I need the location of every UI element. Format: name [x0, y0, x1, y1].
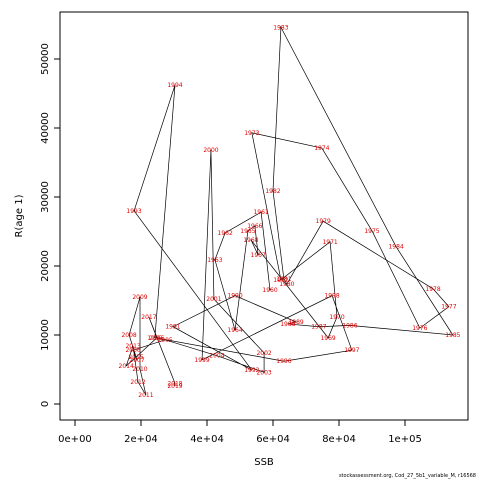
year-label: 1982 [265, 188, 280, 195]
year-label: 1979 [316, 218, 331, 225]
year-label: 1988 [280, 321, 295, 328]
year-label: 1980 [279, 281, 294, 288]
year-label: 2007 [129, 357, 144, 364]
y-tick-label: 50000 [40, 43, 51, 75]
year-label: 2019 [167, 383, 182, 390]
year-label: 1987 [311, 324, 326, 331]
year-label: 2006 [125, 347, 140, 354]
x-axis-label: SSB [254, 457, 274, 468]
year-label: 1986 [342, 322, 357, 329]
year-label: 2008 [121, 332, 136, 339]
year-label: 2016 [149, 335, 164, 342]
year-label: 1998 [324, 293, 339, 300]
year-label: 2000 [203, 147, 218, 154]
stock-recruit-line [125, 25, 454, 396]
year-label: 1997 [344, 347, 359, 354]
year-label: 2015 [128, 354, 143, 361]
year-label: 2011 [138, 392, 153, 399]
year-label: 1976 [412, 325, 427, 332]
year-label: 1972 [273, 277, 288, 284]
year-label: 1991 [165, 324, 180, 331]
year-label: 2004 [209, 353, 224, 360]
year-label: 2002 [256, 350, 271, 357]
year-label: 1978 [425, 286, 440, 293]
year-label: 1961 [253, 209, 268, 216]
year-label: 2017 [141, 314, 156, 321]
x-tick-label: 8e+04 [322, 434, 356, 445]
year-label: 1984 [388, 244, 403, 251]
footnote: stockassessment.org, Cod_27_5b1_variable… [339, 473, 476, 479]
year-label: 2018 [167, 380, 182, 387]
year-label: 2012 [130, 379, 145, 386]
year-label: 1993 [126, 208, 141, 215]
year-label: 2005 [157, 337, 172, 344]
year-label: 1992 [244, 367, 259, 374]
x-tick-label: 1e+05 [388, 434, 422, 445]
year-label: 2010 [132, 366, 147, 373]
year-label: 1990 [227, 293, 242, 300]
year-label: 1985 [445, 332, 460, 339]
year-label: 2003 [256, 369, 271, 376]
year-label: 1977 [441, 304, 456, 311]
year-label: 2009 [132, 294, 147, 301]
x-tick-label: 4e+04 [190, 434, 224, 445]
year-label: 1962 [218, 230, 233, 237]
year-label: 1999 [194, 357, 209, 364]
year-label: 1973 [244, 130, 259, 137]
year-label: 1971 [322, 239, 337, 246]
year-label: 1983 [273, 24, 288, 31]
y-axis-label: R(age 1) [14, 194, 25, 237]
year-label: 1967 [251, 252, 266, 259]
y-tick-label: 30000 [40, 181, 51, 213]
year-label: 1989 [288, 319, 303, 326]
year-label: 1974 [314, 145, 329, 152]
year-label: 1996 [276, 358, 291, 365]
y-tick-label: 10000 [40, 319, 51, 351]
year-label: 1968 [243, 237, 258, 244]
year-label: 2014 [119, 363, 134, 370]
year-label: 2013 [125, 343, 140, 350]
year-label: 1970 [329, 314, 344, 321]
year-label: 1963 [207, 257, 222, 264]
year-label: 1995 [147, 335, 162, 342]
y-tick-label: 40000 [40, 112, 51, 144]
plot-frame [59, 11, 469, 421]
y-tick-label: 20000 [40, 250, 51, 282]
year-label: 1966 [247, 223, 262, 230]
year-label: 1975 [364, 228, 379, 235]
year-label: 1960 [262, 287, 277, 294]
year-label: 1994 [167, 82, 182, 89]
y-tick-label: 0 [40, 401, 51, 407]
x-tick-label: 6e+04 [256, 434, 290, 445]
x-tick-label: 0e+00 [58, 434, 92, 445]
year-label: 1981 [276, 276, 291, 283]
year-label: 1965 [240, 228, 255, 235]
year-label: 2001 [206, 296, 221, 303]
x-tick-label: 2e+04 [124, 434, 158, 445]
year-label: 1969 [320, 335, 335, 342]
year-label: 1964 [227, 327, 242, 334]
